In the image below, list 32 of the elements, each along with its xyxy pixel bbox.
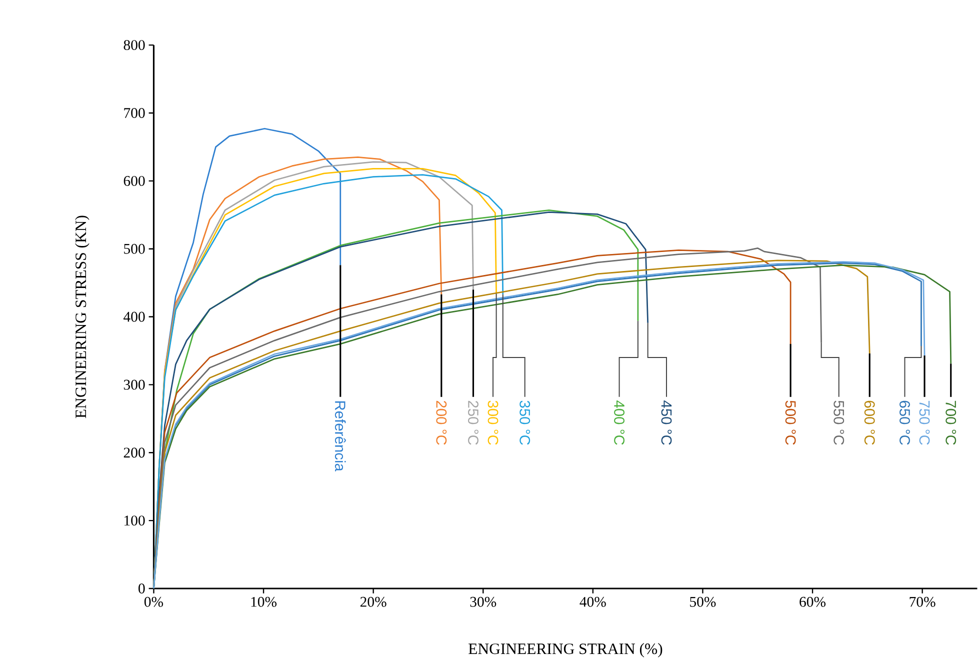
y-tick-label: 300	[124, 380, 145, 390]
text: 300 °C	[488, 400, 498, 445]
text: 500 °C	[785, 400, 796, 445]
text: 700 °C	[946, 401, 956, 445]
x-tick-label: 70%	[910, 597, 936, 608]
x-tick-label: 20%	[360, 597, 386, 608]
y-tick-label: 100	[124, 516, 145, 526]
y-tick-label: 200	[124, 448, 145, 458]
text: 400 °C	[614, 400, 624, 445]
y-tick-label: 700	[124, 108, 145, 118]
y-tick-label: 500	[124, 244, 145, 254]
y-tick-label: 400	[124, 312, 145, 322]
text: 350 °C	[520, 400, 530, 445]
x-tick-label: 30%	[470, 597, 496, 608]
text: 650 °C	[900, 401, 910, 445]
y-tick-label: 600	[124, 176, 145, 186]
y-tick-label: 800	[124, 40, 145, 50]
x-axis-title: ENGINEERING STRAIN (%)	[468, 643, 662, 658]
text: 600 °C	[864, 401, 875, 445]
text: 550 °C	[834, 400, 844, 445]
text: 200 °C	[436, 401, 447, 445]
x-tick-label: 50%	[690, 597, 716, 608]
y-tick-label: 0	[138, 584, 145, 594]
x-tick-label: 10%	[251, 597, 277, 608]
text: 450 °C	[661, 400, 672, 445]
x-tick-label: 40%	[580, 597, 606, 608]
text: 250 °C	[468, 401, 478, 445]
text: Referência	[334, 402, 346, 472]
x-tick-label: 0%	[144, 597, 164, 608]
text: 750 °C	[919, 401, 930, 445]
x-tick-label: 60%	[800, 597, 826, 608]
y-axis-title: ENGINEERING STRESS (KN)	[75, 216, 90, 418]
